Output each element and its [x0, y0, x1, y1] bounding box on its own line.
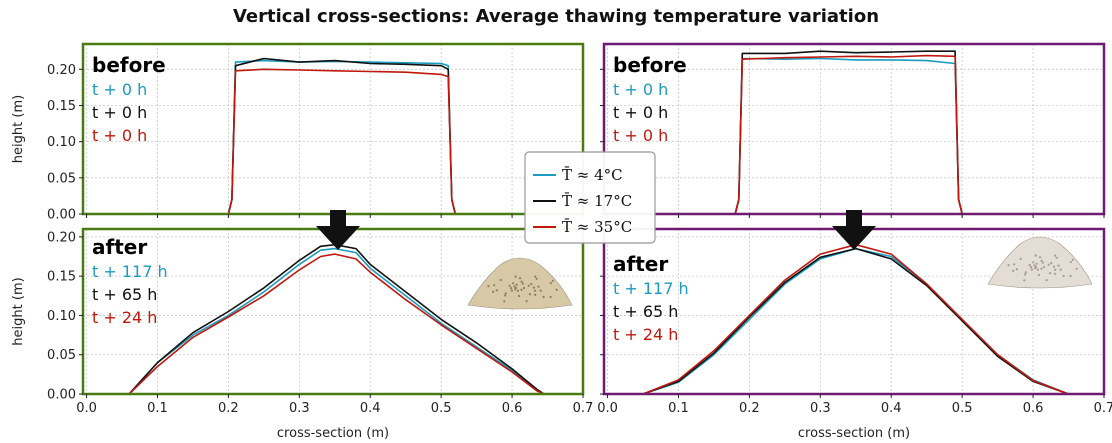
- x-tick-label: 0.2: [739, 401, 760, 416]
- y-axis-label: height (m): [11, 95, 26, 163]
- snow-pile-image: [987, 236, 1093, 289]
- time-label: t + 65 h: [613, 302, 678, 321]
- y-tick-label: 0.15: [47, 270, 76, 285]
- x-tick-label: 0.1: [147, 401, 168, 416]
- panel-heading: before: [613, 53, 687, 77]
- time-label: t + 0 h: [613, 80, 668, 99]
- panel-right-after: 0.0 0.1 0.2 0.3 0.4 0.5 0.6 0.7 cross-section (m…: [597, 227, 1112, 441]
- x-tick-label: 0.7: [1094, 401, 1112, 416]
- panel-left-after: 0.00 0.05 0.10 0.15 0.20 0.0 0.1 0.2 0.3 0.4 0.5 0.…: [11, 227, 594, 441]
- x-axis-label: cross-section (m): [277, 426, 389, 441]
- y-tick-label: 0.00: [47, 388, 76, 403]
- series-line-3: [86, 68, 583, 215]
- down-arrow-icon: [832, 210, 876, 250]
- down-arrow-icon: [316, 210, 360, 250]
- sand-pile-image: [467, 257, 573, 310]
- series-line-2: [642, 247, 1069, 395]
- time-label: t + 65 h: [92, 285, 157, 304]
- x-tick-label: 0.3: [289, 401, 310, 416]
- y-tick-label: 0.20: [47, 230, 76, 245]
- series-line-3: [607, 54, 1104, 215]
- legend: T̄ ≈ 4°C T̄ ≈ 17°C T̄ ≈ 35°C: [524, 151, 656, 244]
- y-axis-label: height (m): [11, 277, 26, 345]
- series-line-1: [607, 57, 1104, 215]
- x-tick-label: 0.4: [360, 401, 381, 416]
- time-label: t + 0 h: [92, 80, 147, 99]
- legend-label: T̄ ≈ 4°C: [562, 166, 623, 184]
- y-tick-label: 0.10: [47, 309, 76, 324]
- y-tick-label: 0.10: [47, 135, 76, 150]
- x-tick-label: 0.0: [76, 401, 97, 416]
- panel-heading: before: [92, 53, 166, 77]
- series-line-1: [128, 247, 545, 395]
- x-tick-label: 0.2: [218, 401, 239, 416]
- x-tick-label: 0.4: [881, 401, 902, 416]
- x-tick-label: 0.5: [952, 401, 973, 416]
- x-tick-label: 0.5: [431, 401, 452, 416]
- time-label: t + 24 h: [613, 325, 678, 344]
- x-tick-label: 0.7: [573, 401, 594, 416]
- time-label: t + 0 h: [92, 126, 147, 145]
- series-line-2: [128, 243, 545, 395]
- panel-right-before: before t + 0 h t + 0 h t + 0 h: [600, 42, 1106, 218]
- x-axis-label: cross-section (m): [798, 426, 910, 441]
- time-label: t + 0 h: [613, 126, 668, 145]
- y-tick-label: 0.15: [47, 99, 76, 114]
- series-line-1: [86, 59, 583, 215]
- y-tick-label: 0.20: [47, 63, 76, 78]
- x-tick-label: 0.3: [810, 401, 831, 416]
- y-tick-label: 0.05: [47, 171, 76, 186]
- y-tick-label: 0.05: [47, 348, 76, 363]
- time-label: t + 117 h: [613, 279, 689, 298]
- legend-label: T̄ ≈ 35°C: [562, 218, 632, 236]
- time-label: t + 0 h: [92, 103, 147, 122]
- legend-label: T̄ ≈ 17°C: [562, 192, 632, 210]
- time-label: t + 0 h: [613, 103, 668, 122]
- time-label: t + 24 h: [92, 308, 157, 327]
- y-tick-label: 0.00: [47, 208, 76, 223]
- x-tick-label: 0.0: [597, 401, 618, 416]
- legend-box: [524, 151, 656, 244]
- time-label: t + 117 h: [92, 262, 168, 281]
- series-line-3: [128, 253, 545, 395]
- panel-left-before: 0.00 0.05 0.10 0.15 0.20 height (m) before t + …: [11, 42, 585, 223]
- x-tick-label: 0.6: [1023, 401, 1044, 416]
- panel-heading: after: [613, 252, 668, 276]
- figure-title: Vertical cross-sections: Average thawing…: [232, 6, 880, 27]
- series-line-2: [86, 57, 583, 215]
- x-tick-label: 0.6: [502, 401, 523, 416]
- x-tick-label: 0.1: [668, 401, 689, 416]
- panel-heading: after: [92, 235, 147, 259]
